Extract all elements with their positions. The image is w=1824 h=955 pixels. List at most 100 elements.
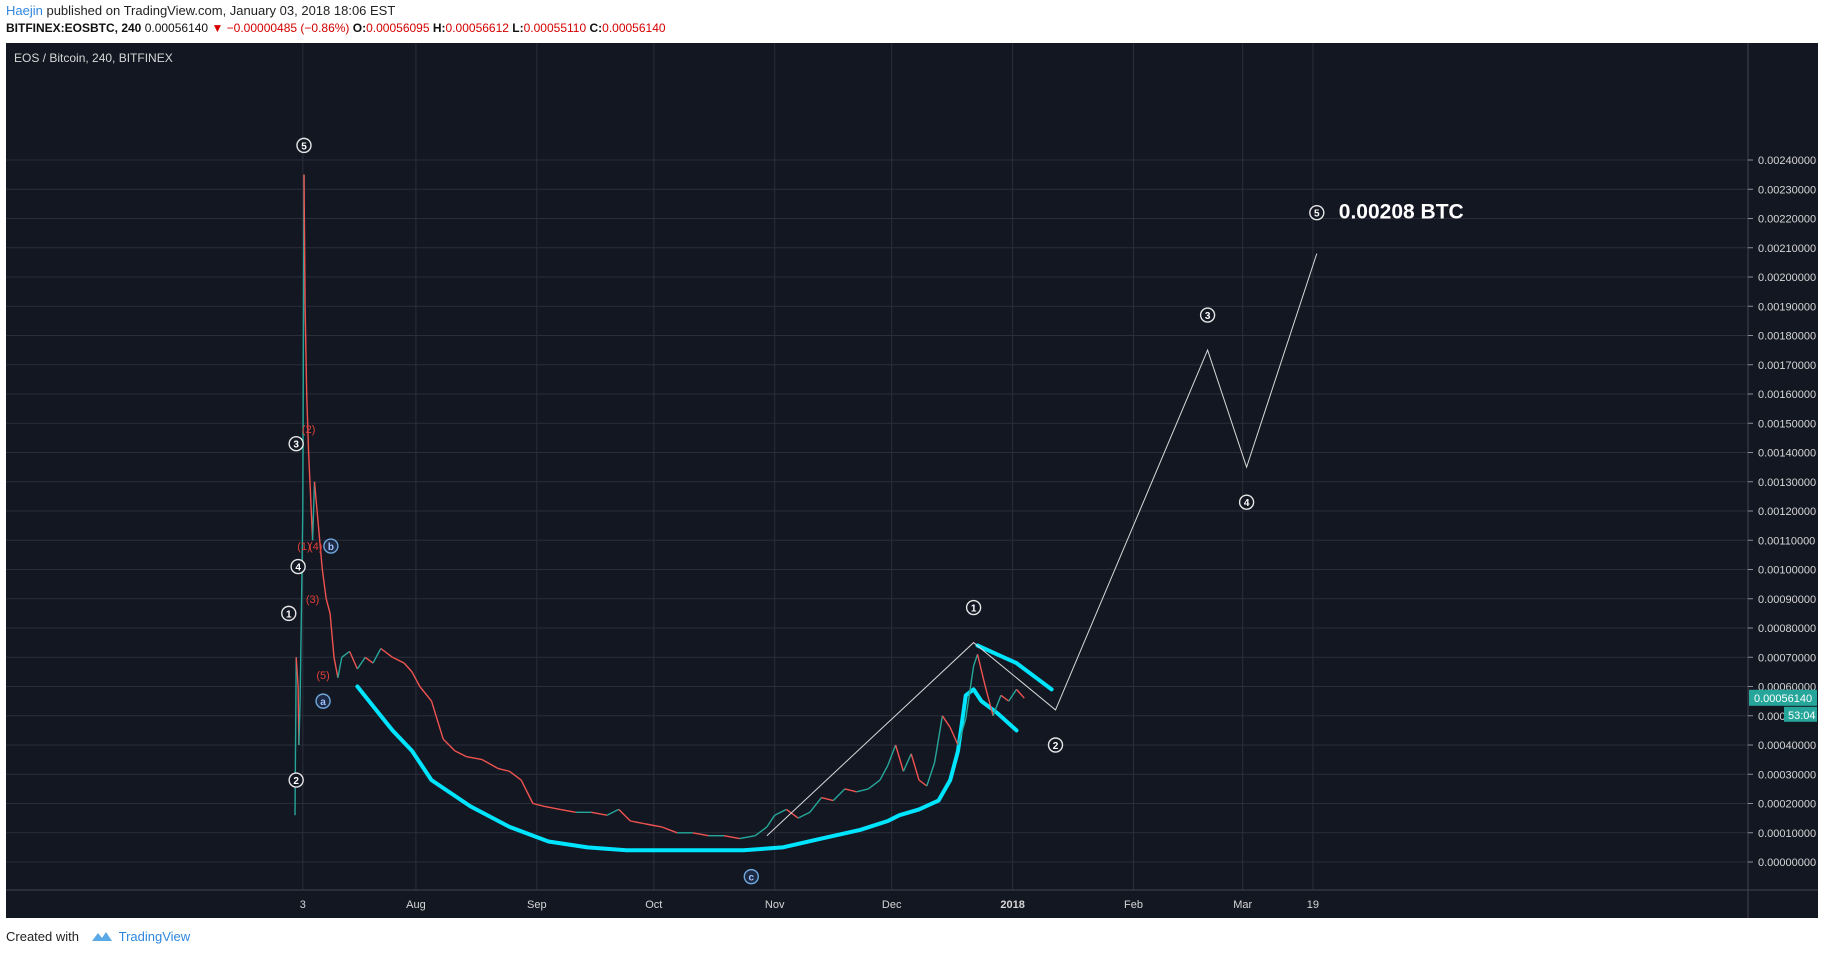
price-segment — [306, 393, 310, 453]
price-segment — [739, 835, 756, 840]
countdown-label: 53:04 — [1788, 710, 1816, 722]
chart-panel[interactable]: 0.00240000 0.00230000 0.00220000 0.00210000… — [6, 43, 1818, 918]
price-segment — [560, 808, 576, 813]
price-segment — [606, 808, 620, 816]
x-tick-label: 19 — [1307, 899, 1319, 911]
price-segment — [774, 808, 787, 816]
price-segment — [630, 820, 647, 825]
wave-label: 3 — [1205, 311, 1211, 322]
y-tick-label: 0.00100000 — [1758, 565, 1816, 577]
author-link[interactable]: Haejin — [6, 3, 43, 18]
price-segment — [313, 481, 320, 526]
price-segment — [797, 811, 811, 819]
y-tick-label: 0.00160000 — [1758, 389, 1816, 401]
price-segment — [419, 686, 433, 702]
y-tick-label: 0.00080000 — [1758, 623, 1816, 635]
x-tick-label: Mar — [1233, 899, 1252, 911]
price-segment — [311, 481, 316, 541]
price-segment — [509, 770, 522, 781]
price-change: ▼ −0.00000485 (−0.86%) — [211, 21, 350, 35]
chart-symbol-title: EOS / Bitcoin, 240, BITFINEX — [14, 51, 173, 65]
price-segment — [1000, 694, 1010, 702]
price-segment — [411, 671, 421, 687]
wave-label-circle — [288, 772, 304, 788]
price-chart[interactable]: 0.00240000 0.00230000 0.00220000 0.00210000… — [6, 43, 1818, 918]
price-segment — [910, 753, 920, 781]
wave-label-circle — [965, 599, 982, 616]
price-segment — [295, 657, 299, 687]
price-segment — [497, 767, 510, 772]
y-tick-label: 0.00090000 — [1758, 594, 1816, 606]
price-segment — [372, 648, 382, 664]
price-segment — [941, 715, 951, 728]
open-value: 0.00056095 — [366, 21, 430, 35]
price-segment — [333, 657, 339, 678]
price-segment — [867, 779, 881, 790]
y-tick-label: 0.00070000 — [1758, 652, 1816, 664]
x-tick-label: 3 — [300, 899, 306, 911]
price-segment — [1008, 689, 1018, 702]
price-segment — [821, 796, 834, 802]
tradingview-link[interactable]: TradingView — [118, 929, 191, 944]
price-segment — [466, 756, 483, 761]
y-tick-label: 0.00190000 — [1758, 301, 1816, 313]
wave-label-red: (2) — [302, 424, 315, 436]
wave-label: 1 — [971, 604, 977, 615]
wave-label-red: (3) — [306, 594, 319, 606]
y-tick-label: 0.00040000 — [1758, 740, 1816, 752]
price-segment — [392, 656, 405, 664]
x-tick-label: Sep — [527, 899, 547, 911]
price-segment — [300, 510, 304, 599]
wave-label-circle — [315, 693, 331, 709]
price-segment — [317, 525, 323, 570]
y-tick-label: 0.00020000 — [1758, 799, 1816, 811]
y-tick-label: 0.00110000 — [1758, 535, 1815, 547]
high-value: 0.00056612 — [445, 21, 509, 35]
price-segment — [325, 598, 331, 614]
price-segment — [972, 654, 979, 667]
price-segment — [661, 826, 678, 834]
price-segment — [364, 656, 374, 664]
trend-curve — [975, 643, 1054, 692]
wave-label: 1 — [286, 609, 292, 620]
low-label: L: — [512, 21, 524, 35]
price-segment — [984, 686, 994, 716]
wave-label-circle — [288, 436, 304, 452]
x-tick-label: Nov — [765, 899, 785, 911]
wave-label-red: (5) — [316, 670, 329, 682]
y-tick-label: 0.00170000 — [1758, 360, 1816, 372]
price-segment — [754, 826, 768, 837]
price-segment — [481, 758, 499, 770]
close-label: C: — [589, 21, 603, 35]
price-segment — [887, 744, 897, 766]
tradingview-logo-icon[interactable] — [91, 930, 113, 945]
x-tick-label: 2018 — [1000, 899, 1024, 911]
y-tick-label: 0.00140000 — [1758, 448, 1816, 460]
price-segment — [879, 765, 889, 781]
price-segment — [307, 452, 312, 497]
wave-label-circle — [1047, 737, 1064, 753]
price-segment — [992, 695, 1002, 717]
price-segment — [933, 715, 944, 763]
price-segment — [532, 802, 545, 808]
price-segment — [894, 744, 905, 772]
price-segment — [618, 808, 631, 822]
y-tick-label: 0.00240000 — [1758, 155, 1816, 167]
last-price: 0.00056140 — [144, 21, 209, 35]
wave-label: 5 — [301, 141, 307, 152]
price-segment — [645, 823, 662, 828]
wave-label-circle — [281, 605, 297, 622]
open-label: O: — [352, 21, 367, 35]
wave-label: b — [328, 542, 334, 553]
price-segment — [454, 750, 467, 758]
price-segment — [348, 651, 359, 670]
price-segment — [544, 805, 561, 811]
created-with-text: Created with — [6, 929, 79, 944]
wave-label: a — [320, 697, 326, 708]
price-segment — [1015, 688, 1025, 699]
price-segment — [965, 665, 975, 719]
price-segment — [902, 753, 912, 772]
wave-label-red: (1) — [297, 541, 310, 553]
countdown-tag — [1784, 706, 1817, 722]
price-segment — [949, 727, 959, 746]
